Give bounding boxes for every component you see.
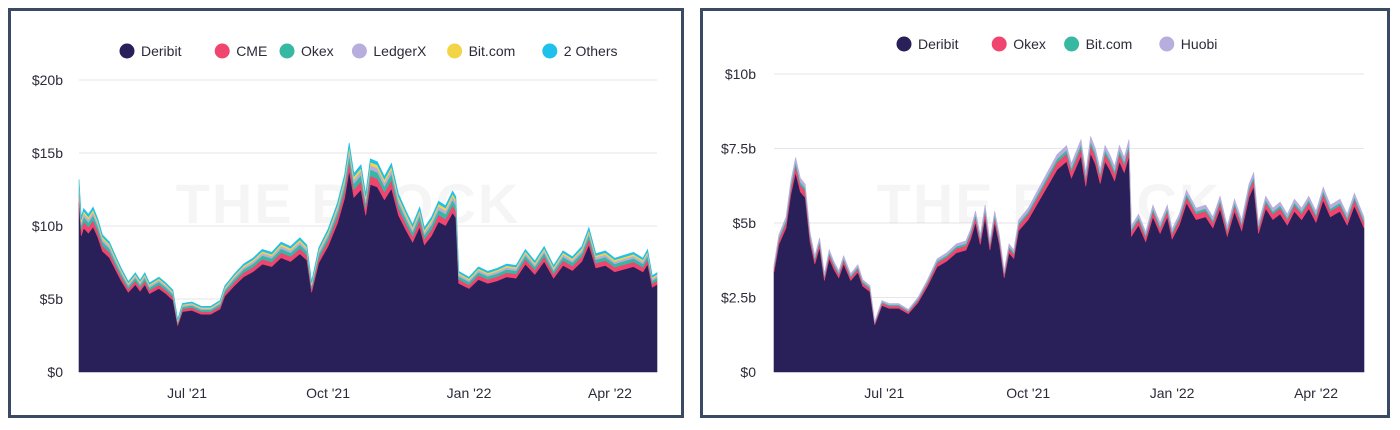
legend-label: Deribit	[918, 36, 959, 52]
y-tick-label: $7.5b	[721, 141, 756, 157]
chart-left: Deribit CME Okex LedgerX Bit.com 2 Others $0 $5…	[32, 43, 658, 401]
x-tick-label: Apr '22	[588, 385, 632, 401]
area-huobi[interactable]	[773, 135, 1365, 323]
legend-label: Okex	[1013, 36, 1046, 52]
legend-marker	[279, 43, 295, 59]
legend-marker	[351, 43, 367, 59]
x-tick-label: Apr '22	[1294, 385, 1338, 401]
legend-item[interactable]: Okex	[279, 43, 334, 59]
x-tick-label: Jan '22	[1150, 385, 1195, 401]
legend-marker	[447, 43, 463, 59]
legend-label: Bit.com	[1086, 36, 1133, 52]
legend-marker	[896, 36, 912, 52]
legend-marker	[214, 43, 230, 59]
legend-marker	[542, 43, 558, 59]
x-tick-label: Oct '21	[306, 385, 350, 401]
chart-right: Deribit Okex Bit.com Huobi $0 $2.5b $5b $7.5b $1…	[721, 36, 1365, 401]
x-tick-label: Oct '21	[1006, 385, 1050, 401]
y-tick-label: $2.5b	[721, 290, 756, 306]
chart-panel-left: Deribit CME Okex LedgerX Bit.com 2 Others $0 $5…	[8, 8, 684, 418]
legend-label: CME	[236, 43, 267, 59]
legend-label: Deribit	[141, 43, 182, 59]
x-tick-label: Jan '22	[447, 385, 492, 401]
y-tick-label: $20b	[32, 72, 63, 88]
legend-item[interactable]: Bit.com	[1064, 36, 1132, 52]
x-tick-label: Jul '21	[167, 385, 207, 401]
legend: Deribit Okex Bit.com Huobi	[896, 36, 1217, 52]
area-2-others[interactable]	[78, 142, 658, 321]
y-tick-label: $0	[47, 364, 63, 380]
legend-marker	[119, 43, 135, 59]
legend-label: 2 Others	[564, 43, 618, 59]
legend-item[interactable]: LedgerX	[351, 43, 427, 59]
legend-marker	[1159, 36, 1175, 52]
legend-label: Okex	[301, 43, 334, 59]
y-tick-label: $15b	[32, 145, 63, 161]
chart-panel-right: Deribit Okex Bit.com Huobi $0 $2.5b $5b $7.5b $1…	[700, 8, 1390, 418]
y-tick-label: $10b	[725, 66, 756, 82]
legend-item[interactable]: Bit.com	[447, 43, 515, 59]
legend: Deribit CME Okex LedgerX Bit.com 2 Others	[119, 43, 618, 59]
y-tick-label: $0	[740, 364, 756, 380]
legend-label: Huobi	[1181, 36, 1218, 52]
legend-item[interactable]: Huobi	[1159, 36, 1217, 52]
y-tick-label: $5b	[40, 291, 64, 307]
legend-item[interactable]: Okex	[991, 36, 1046, 52]
legend-item[interactable]: 2 Others	[542, 43, 618, 59]
x-tick-label: Jul '21	[864, 385, 904, 401]
legend-item[interactable]: Deribit	[896, 36, 959, 52]
legend-marker	[1064, 36, 1080, 52]
legend-marker	[991, 36, 1007, 52]
legend-item[interactable]: Deribit	[119, 43, 182, 59]
area-deribit[interactable]	[773, 152, 1365, 373]
y-tick-label: $5b	[733, 215, 757, 231]
y-tick-label: $10b	[32, 218, 63, 234]
legend-item[interactable]: CME	[214, 43, 268, 59]
legend-label: Bit.com	[469, 43, 516, 59]
legend-label: LedgerX	[373, 43, 427, 59]
